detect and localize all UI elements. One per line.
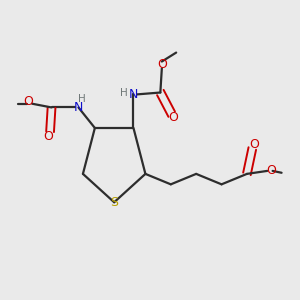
Text: N: N <box>74 101 83 114</box>
Text: O: O <box>24 95 34 108</box>
Text: O: O <box>168 111 178 124</box>
Text: N: N <box>129 88 138 101</box>
Text: H: H <box>120 88 128 98</box>
Text: O: O <box>266 164 276 177</box>
Text: H: H <box>77 94 85 104</box>
Text: S: S <box>110 196 118 209</box>
Text: O: O <box>157 58 167 71</box>
Text: O: O <box>249 137 259 151</box>
Text: O: O <box>44 130 53 143</box>
